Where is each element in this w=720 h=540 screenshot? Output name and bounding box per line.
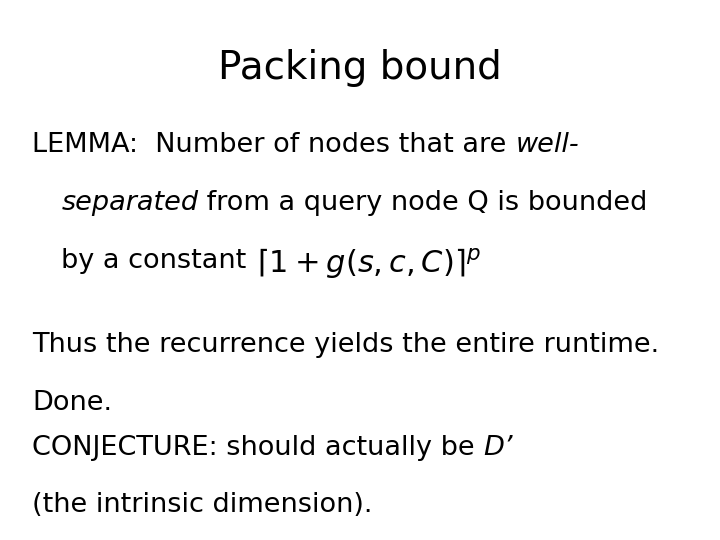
Text: Packing bound: Packing bound: [218, 49, 502, 86]
Text: by a constant: by a constant: [61, 248, 246, 274]
Text: separated: separated: [61, 190, 198, 216]
Text: (the intrinsic dimension).: (the intrinsic dimension).: [32, 492, 373, 518]
Text: from a query node Q is bounded: from a query node Q is bounded: [198, 190, 648, 216]
Text: Thus the recurrence yields the entire runtime.: Thus the recurrence yields the entire ru…: [32, 332, 660, 358]
Text: D’: D’: [484, 435, 513, 461]
Text: Done.: Done.: [32, 390, 112, 416]
Text: well-: well-: [516, 132, 579, 158]
Text: $\lceil 1+g(s,c,C)\rceil^{p}$: $\lceil 1+g(s,c,C)\rceil^{p}$: [257, 246, 481, 280]
Text: CONJECTURE: should actually be: CONJECTURE: should actually be: [32, 435, 484, 461]
Text: LEMMA:  Number of nodes that are: LEMMA: Number of nodes that are: [32, 132, 516, 158]
